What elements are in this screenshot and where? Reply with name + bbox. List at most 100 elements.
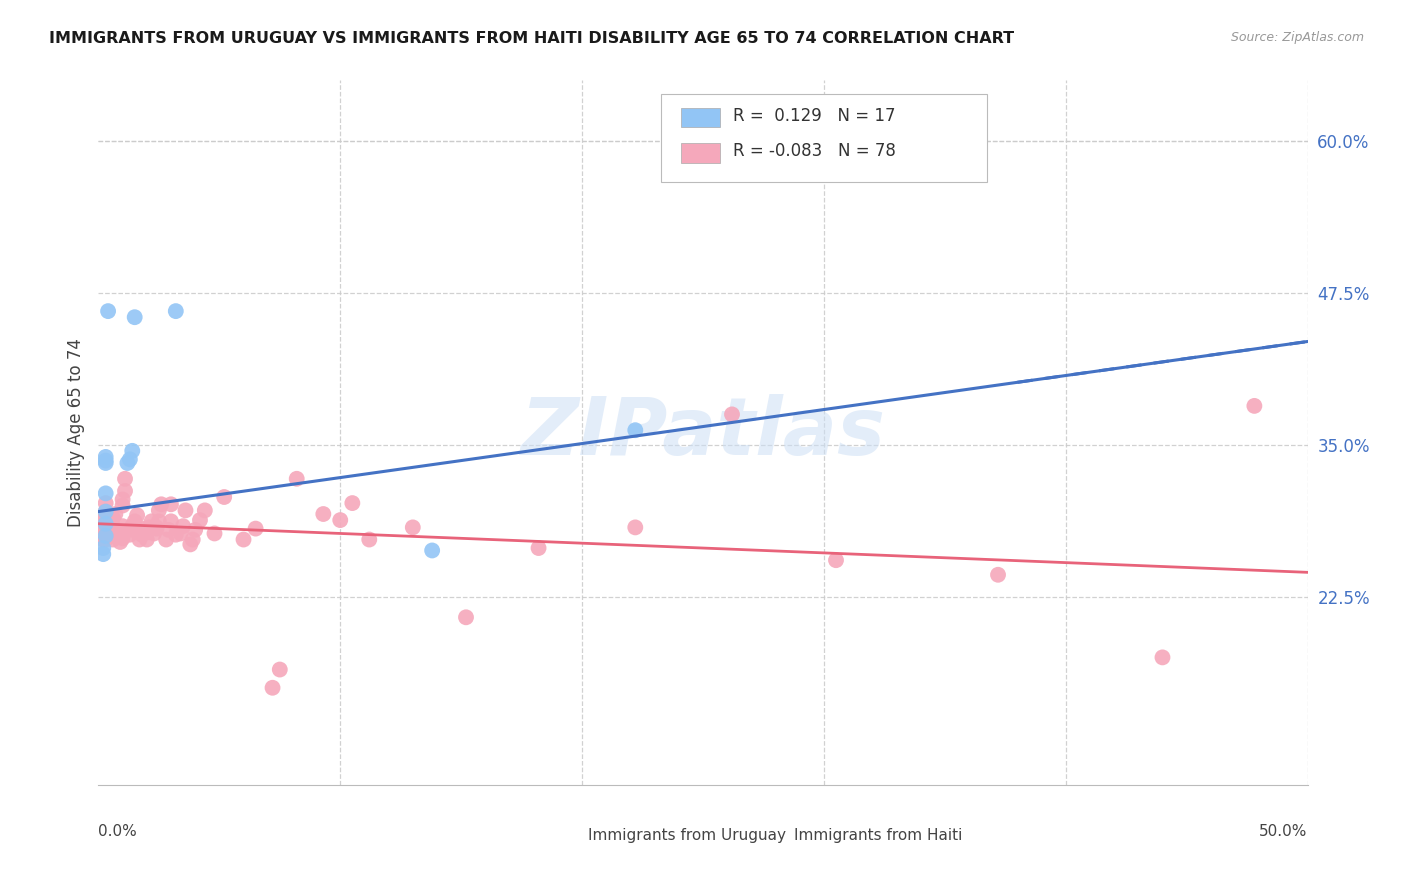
- Point: [101, 519, 124, 533]
- Point: [160, 497, 183, 511]
- Point: [111, 525, 134, 540]
- Bar: [682, 108, 720, 128]
- Point: [91, 541, 114, 555]
- Point: [94, 510, 117, 524]
- Point: [157, 523, 180, 537]
- Point: [165, 527, 187, 541]
- Point: [91, 513, 114, 527]
- Point: [1152, 650, 1174, 665]
- Point: [160, 514, 183, 528]
- Point: [155, 533, 177, 547]
- Point: [359, 533, 381, 547]
- Point: [101, 510, 124, 524]
- Point: [111, 492, 134, 507]
- Point: [94, 526, 117, 541]
- Text: 0.0%: 0.0%: [98, 823, 138, 838]
- Point: [97, 304, 120, 318]
- Point: [135, 525, 157, 540]
- Point: [101, 533, 124, 547]
- Point: [402, 520, 425, 534]
- Point: [118, 527, 141, 541]
- Point: [94, 505, 117, 519]
- Point: [94, 519, 117, 533]
- Point: [134, 522, 156, 536]
- Point: [91, 547, 114, 561]
- Point: [121, 443, 143, 458]
- Bar: [682, 143, 720, 162]
- Point: [111, 519, 134, 533]
- Point: [94, 456, 117, 470]
- Point: [285, 472, 308, 486]
- Point: [104, 507, 127, 521]
- Point: [169, 526, 191, 541]
- Point: [121, 523, 143, 537]
- Point: [212, 490, 235, 504]
- Point: [174, 503, 197, 517]
- Point: [121, 519, 143, 533]
- Text: R =  0.129   N = 17: R = 0.129 N = 17: [734, 107, 896, 125]
- Point: [420, 543, 443, 558]
- Point: [148, 514, 170, 528]
- Point: [111, 499, 134, 513]
- Point: [124, 310, 146, 325]
- Point: [143, 526, 166, 541]
- Point: [172, 519, 194, 533]
- Point: [111, 532, 134, 546]
- Point: [94, 533, 117, 547]
- Point: [94, 453, 117, 467]
- Bar: [758, 829, 787, 844]
- Point: [329, 513, 352, 527]
- Point: [94, 450, 117, 464]
- Point: [181, 533, 204, 547]
- Point: [624, 520, 647, 534]
- Point: [165, 304, 187, 318]
- Point: [148, 503, 170, 517]
- Text: R = -0.083   N = 78: R = -0.083 N = 78: [734, 143, 896, 161]
- Point: [825, 553, 848, 567]
- Y-axis label: Disability Age 65 to 74: Disability Age 65 to 74: [66, 338, 84, 527]
- Point: [117, 456, 139, 470]
- Point: [194, 503, 217, 517]
- Point: [179, 537, 201, 551]
- Text: IMMIGRANTS FROM URUGUAY VS IMMIGRANTS FROM HAITI DISABILITY AGE 65 TO 74 CORRELA: IMMIGRANTS FROM URUGUAY VS IMMIGRANTS FR…: [49, 31, 1014, 46]
- Point: [124, 514, 146, 528]
- Point: [624, 423, 647, 437]
- Point: [150, 497, 173, 511]
- Point: [145, 522, 167, 536]
- Point: [118, 452, 141, 467]
- Point: [91, 526, 114, 541]
- Point: [114, 472, 136, 486]
- Point: [91, 519, 114, 533]
- Point: [90, 523, 112, 537]
- Point: [101, 525, 124, 540]
- Point: [342, 496, 364, 510]
- FancyBboxPatch shape: [661, 95, 987, 183]
- Point: [94, 496, 117, 510]
- Point: [91, 533, 114, 547]
- Point: [94, 529, 117, 543]
- Point: [1243, 399, 1265, 413]
- Point: [262, 681, 284, 695]
- Text: Immigrants from Uruguay: Immigrants from Uruguay: [588, 828, 786, 843]
- Text: Immigrants from Haiti: Immigrants from Haiti: [793, 828, 962, 843]
- Point: [135, 533, 157, 547]
- Text: Source: ZipAtlas.com: Source: ZipAtlas.com: [1230, 31, 1364, 45]
- Point: [188, 513, 211, 527]
- Point: [94, 505, 117, 519]
- Point: [94, 516, 117, 531]
- Point: [108, 535, 131, 549]
- Point: [127, 508, 149, 523]
- Point: [721, 408, 744, 422]
- Point: [245, 522, 267, 536]
- Point: [312, 507, 335, 521]
- Point: [114, 483, 136, 498]
- Point: [108, 529, 131, 543]
- Point: [94, 486, 117, 500]
- Point: [454, 610, 477, 624]
- Point: [204, 526, 226, 541]
- Text: ZIPatlas: ZIPatlas: [520, 393, 886, 472]
- Point: [987, 567, 1010, 582]
- Point: [527, 541, 550, 555]
- Point: [184, 523, 207, 537]
- Point: [141, 514, 163, 528]
